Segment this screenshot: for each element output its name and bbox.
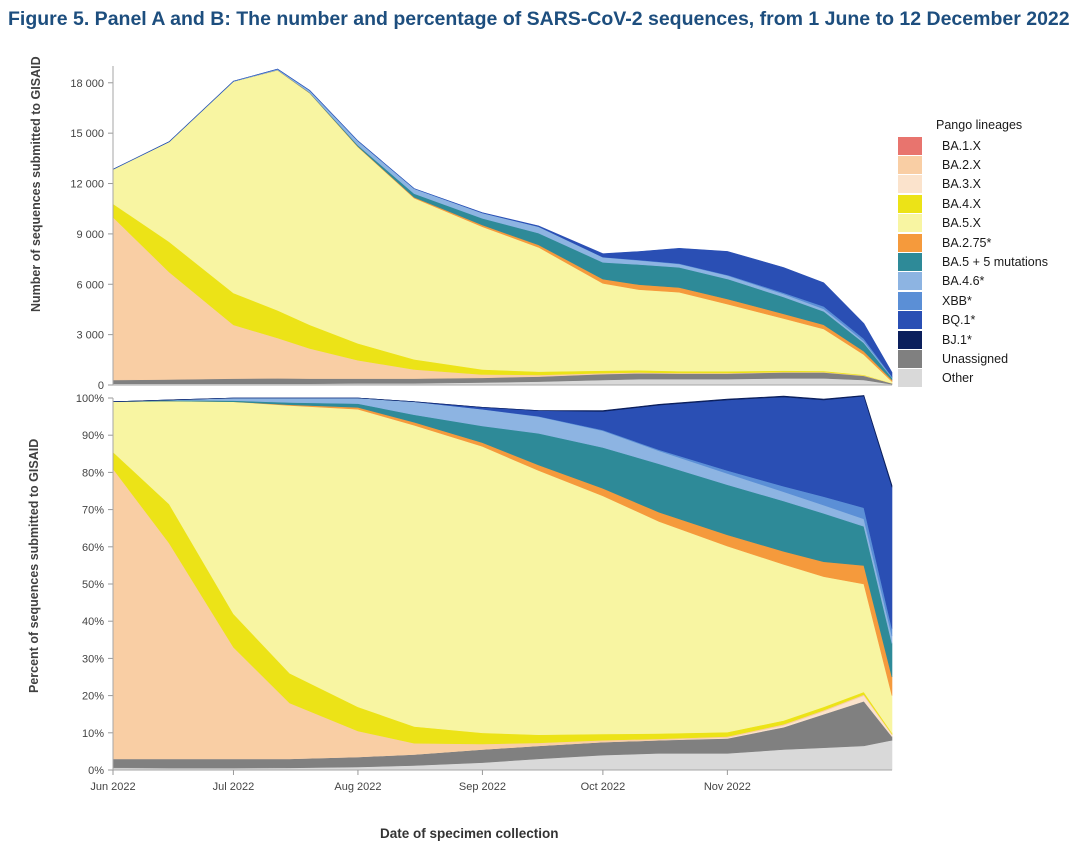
legend-item: BQ.1* [898, 311, 1048, 330]
x-tick-label: Aug 2022 [334, 781, 381, 793]
legend-swatch [898, 311, 922, 330]
x-tick-label: Sep 2022 [459, 781, 506, 793]
y-tick-label: 9 000 [76, 229, 104, 241]
legend-label: BA.4.6* [942, 274, 985, 289]
legend-items: BA.1.X BA.2.X BA.3.X BA.4.X BA.5.X BA.2.75* BA… [898, 136, 1048, 388]
y-tick-label: 12 000 [70, 179, 104, 191]
x-tick-label: Jun 2022 [90, 781, 135, 793]
legend-label: BA.3.X [942, 177, 981, 192]
figure-title: Figure 5. Panel A and B: The number and … [8, 8, 1070, 30]
legend-item: XBB* [898, 291, 1048, 310]
x-tick-label: Jul 2022 [213, 781, 255, 793]
legend-item: BA.2.X [898, 155, 1048, 175]
area-series [112, 395, 893, 488]
legend-item: BA.4.X [898, 194, 1048, 213]
legend-label: Other [942, 371, 974, 386]
legend-swatch [898, 233, 922, 252]
y-tick-label: 80% [82, 467, 104, 479]
legend-label: BA.2.X [942, 158, 981, 173]
legend-item: BA.1.X [898, 136, 1048, 155]
legend-label: BQ.1* [942, 313, 976, 328]
legend-label: BA.4.X [942, 196, 981, 211]
legend-swatch [898, 136, 922, 155]
panel-b-y-axis-label: Percent of sequences submitted to GISAID [27, 438, 41, 693]
area-series [112, 68, 893, 378]
y-tick-label: 20% [82, 691, 104, 703]
legend-label: BA.2.75* [942, 235, 992, 250]
legend-item: BA.3.X [898, 175, 1048, 194]
legend-swatch [898, 194, 922, 213]
legend-label: BA.5.X [942, 216, 981, 231]
y-tick-label: 40% [82, 616, 104, 628]
x-tick-label: Oct 2022 [581, 781, 626, 793]
y-tick-label: 15 000 [70, 128, 104, 140]
legend-item: Unassigned [898, 349, 1048, 368]
y-tick-label: 10% [82, 728, 104, 740]
legend-swatch [898, 369, 922, 388]
legend-swatch [898, 214, 922, 233]
legend-label: Unassigned [942, 351, 1009, 366]
panel-a-plot: 0 3 000 6 000 9 000 12 000 15 000 18 000 [70, 66, 893, 392]
y-tick-label: 3 000 [76, 330, 104, 342]
legend-item: BA.5 + 5 mutations [898, 252, 1048, 272]
legend-swatch [898, 253, 922, 272]
legend-swatch [898, 272, 922, 291]
legend-title: Pango lineages [936, 118, 1023, 132]
legend-item: BA.4.6* [898, 272, 1048, 291]
y-tick-label: 50% [82, 579, 104, 591]
legend-swatch [898, 330, 922, 349]
legend-item: BA.5.X [898, 214, 1048, 233]
legend-label: BJ.1* [942, 332, 972, 347]
y-tick-label: 18 000 [70, 78, 104, 90]
legend-label: BA.5 + 5 mutations [942, 255, 1048, 270]
legend-swatch [898, 156, 922, 175]
x-axis-label: Date of specimen collection [380, 826, 559, 841]
y-tick-label: 70% [82, 505, 104, 517]
y-tick-label: 0 [98, 380, 104, 392]
legend-swatch [898, 291, 922, 310]
legend-swatch [898, 175, 922, 194]
legend-label: BA.1.X [942, 138, 981, 153]
legend-item: BJ.1* [898, 330, 1048, 349]
legend-item: BA.2.75* [898, 233, 1048, 252]
y-tick-label: 6 000 [76, 279, 104, 291]
y-tick-label: 90% [82, 430, 104, 442]
panel-a-y-axis-label: Number of sequences submitted to GISAID [29, 56, 43, 312]
x-tick-label: Nov 2022 [704, 781, 751, 793]
legend-swatch [898, 349, 922, 368]
legend-label: XBB* [942, 293, 972, 308]
y-tick-label: 0% [88, 765, 104, 777]
legend: Pango lineages BA.1.X BA.2.X BA.3.X BA.4.X B… [898, 118, 1048, 388]
y-tick-label: 30% [82, 653, 104, 665]
y-tick-label: 60% [82, 542, 104, 554]
panel-b-plot: 0% 10% 20% 30% 40% 50% 60% 70% 80% 90% 100% Jun 202… [76, 393, 893, 793]
legend-item: Other [898, 369, 1048, 388]
y-tick-label: 100% [76, 393, 104, 405]
